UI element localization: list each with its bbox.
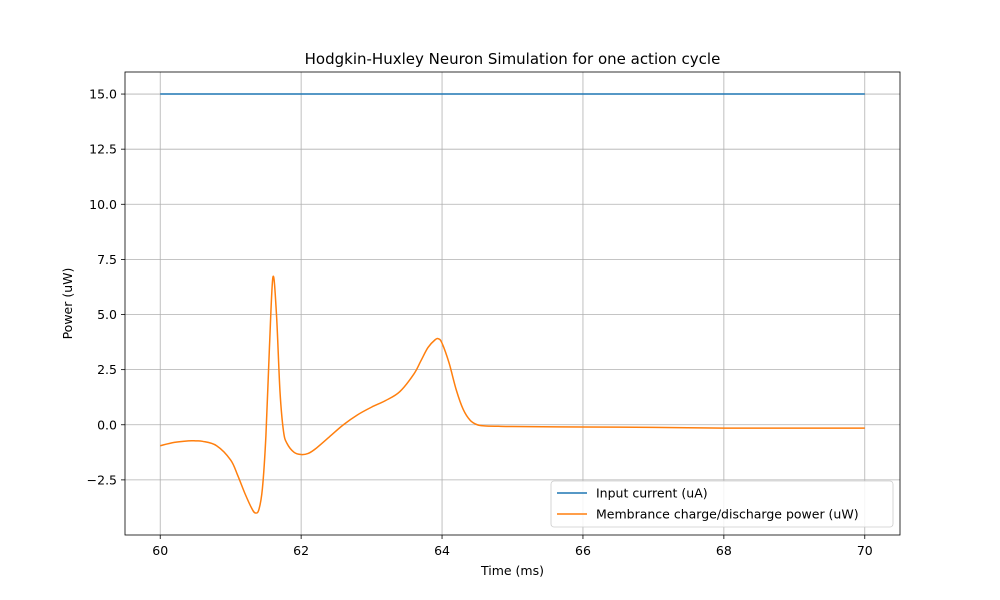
legend-label-input-current: Input current (uA) — [596, 486, 708, 501]
y-axis-label: Power (uW) — [60, 268, 75, 340]
tick-layer: 60 62 64 66 68 70 −2.5 0.0 2.5 5.0 7.5 10.0 12.5 15.0 — [87, 87, 873, 558]
y-tick-label: 5.0 — [97, 307, 117, 322]
y-tick-label: 10.0 — [89, 197, 117, 212]
x-tick-label: 62 — [293, 543, 309, 558]
y-tick-label: 12.5 — [89, 142, 117, 157]
series-line-membrane-power — [160, 275, 865, 514]
x-tick-label: 64 — [434, 543, 450, 558]
legend-label-membrane-power: Membrance charge/discharge power (uW) — [596, 507, 859, 522]
legend-box — [550, 480, 894, 528]
y-tick-label: 0.0 — [97, 417, 117, 432]
y-tick-label: 7.5 — [97, 252, 117, 267]
x-tick-label: 60 — [152, 543, 168, 558]
series-layer — [160, 93, 865, 514]
plot-area-frame — [124, 71, 901, 536]
y-tick-label: 15.0 — [89, 87, 117, 102]
legend: Input current (uA) Membrance charge/disc… — [550, 480, 894, 528]
x-tick-label: 66 — [575, 543, 591, 558]
y-tick-label: 2.5 — [97, 362, 117, 377]
chart-title: Hodgkin-Huxley Neuron Simulation for one… — [305, 50, 721, 68]
x-tick-label: 70 — [857, 543, 873, 558]
x-axis-label: Time (ms) — [480, 563, 544, 578]
y-tick-label: −2.5 — [87, 472, 117, 487]
x-tick-label: 68 — [716, 543, 732, 558]
